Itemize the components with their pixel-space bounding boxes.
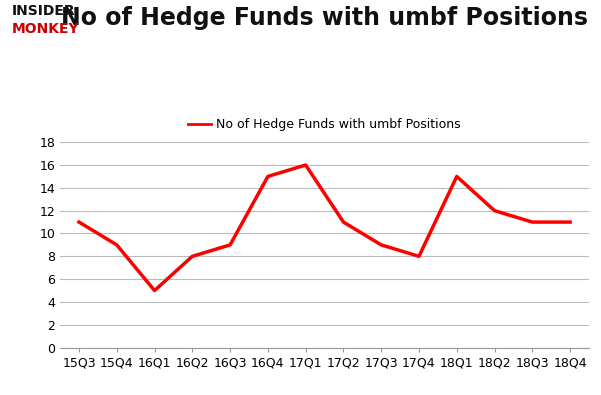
Legend: No of Hedge Funds with umbf Positions: No of Hedge Funds with umbf Positions [183, 113, 466, 136]
Text: MONKEY: MONKEY [12, 22, 80, 36]
Text: No of Hedge Funds with umbf Positions: No of Hedge Funds with umbf Positions [61, 6, 588, 30]
Text: INSIDER: INSIDER [12, 4, 76, 18]
